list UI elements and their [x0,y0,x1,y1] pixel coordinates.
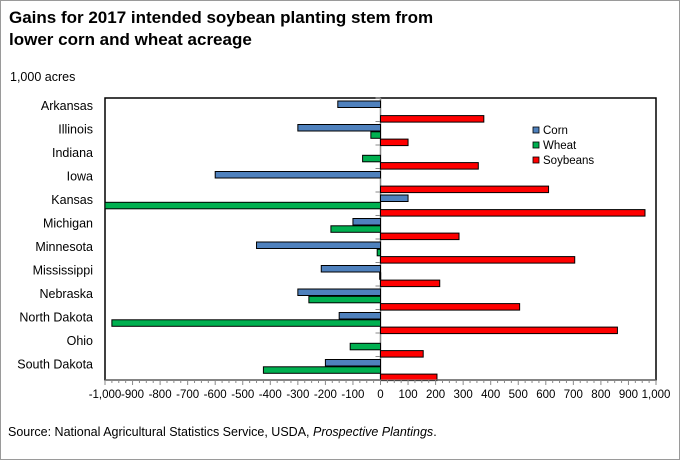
bar-soybeans-mississippi [380,279,441,288]
x-tick-label: 100 [398,389,417,401]
bar-soybeans-kansas [380,209,646,217]
category-label: Nebraska [40,287,94,301]
x-tick-label: -900 [121,389,144,401]
bar-wheat-minnesota [376,248,382,257]
legend-swatch-wheat [532,141,540,149]
bar-wheat-ohio [349,342,382,351]
bar-corn-north-dakota [338,312,381,320]
category-label: Iowa [67,169,93,183]
legend-label-wheat: Wheat [543,140,577,152]
source-publication: Prospective Plantings [312,425,434,439]
category-label: Kansas [51,193,93,207]
bar-corn-minnesota [256,241,381,249]
bar-corn-mississippi [320,265,381,273]
bar-soybeans-iowa [380,185,550,194]
x-tick-label: 600 [536,389,555,401]
x-tick-label: 200 [426,389,445,401]
bars [104,100,646,382]
bar-soybeans-nebraska [380,303,521,311]
x-tick-label: -200 [314,389,337,401]
x-tick-label: -500 [231,389,254,401]
x-tick-label: 0 [377,389,383,401]
bar-corn-nebraska [297,288,382,296]
x-tick-label: 700 [564,389,583,401]
x-tick-label: 900 [619,389,638,401]
category-label: Mississippi [33,263,93,277]
bar-wheat-south-dakota [262,366,382,374]
bar-soybeans-arkansas [380,115,485,123]
category-label: Michigan [43,216,93,230]
x-tick-label: -600 [204,389,227,401]
bar-soybeans-minnesota [380,256,576,264]
bar-soybeans-indiana [380,162,479,170]
bar-corn-arkansas [337,100,381,108]
bar-wheat-michigan [330,225,382,233]
bar-corn-kansas [380,194,409,202]
chart-title: Gains for 2017 intended soybean planting… [9,7,609,51]
legend-label-soybeans: Soybeans [543,155,594,167]
unit-label: 1,000 acres [10,70,76,84]
chart-title-line-1: Gains for 2017 intended soybean planting… [9,8,434,27]
x-tick-label: -400 [259,389,282,401]
bar-wheat-north-dakota [111,319,381,327]
bar-wheat-indiana [362,154,381,163]
bar-corn-illinois [297,124,382,132]
category-label: South Dakota [17,357,93,371]
bar-soybeans-north-dakota [380,326,618,335]
x-tick-label: -300 [286,389,309,401]
source-note: Source: National Agricultural Statistics… [8,425,437,439]
bar-soybeans-illinois [380,138,409,147]
bar-soybeans-ohio [380,350,424,358]
x-tick-label: 400 [481,389,500,401]
category-label: Indiana [52,146,93,160]
category-label: Arkansas [41,99,93,113]
bar-corn-iowa [214,171,381,179]
x-tick-label: 500 [509,389,528,401]
bar-wheat-nebraska [308,295,381,304]
bar-corn-south-dakota [324,359,381,367]
bar-wheat-kansas [104,201,381,210]
x-tick-label: -800 [149,389,172,401]
x-axis: -1,000 -900 -800 -700 -600 -500 -400 -300 -200 -1… [89,379,671,401]
bar-soybeans-south-dakota [380,373,438,382]
legend-label-corn: Corn [543,125,568,137]
bar-corn-michigan [352,218,382,226]
x-tick-label: -1,000 [89,389,122,401]
x-tick-label: 800 [591,389,610,401]
category-labels: Arkansas Illinois Indiana Iowa Kansas Michiga… [17,99,93,372]
bar-soybeans-michigan [380,232,460,241]
chart-title-line-2: lower corn and wheat acreage [9,30,252,49]
legend-swatch-corn [532,126,540,134]
bar-wheat-mississippi [379,272,382,280]
x-tick-label: 1,000 [642,389,671,401]
x-tick-label: -700 [176,389,199,401]
source-end: . [433,425,437,439]
category-label: Illinois [58,122,93,136]
category-label: North Dakota [19,310,93,324]
bar-wheat-illinois [370,131,382,139]
x-tick-label: -100 [341,389,364,401]
category-label: Ohio [67,334,93,348]
legend: Corn Wheat Soybeans [532,125,594,167]
category-label: Minnesota [35,240,93,254]
source-text: Source: National Agricultural Statistics… [8,425,313,439]
x-tick-label: 300 [454,389,473,401]
legend-swatch-soybeans [532,156,540,164]
